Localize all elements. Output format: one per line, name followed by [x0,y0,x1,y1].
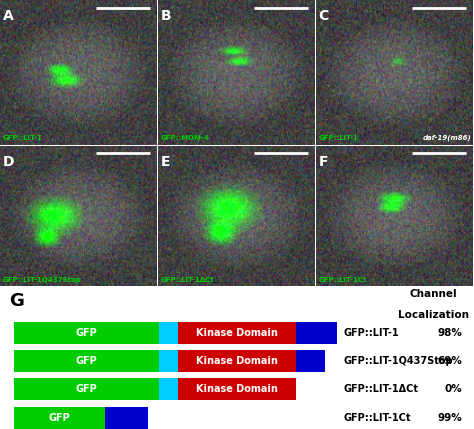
Text: Kinase Domain: Kinase Domain [196,328,278,338]
Bar [14,378,159,400]
Text: 0%: 0% [445,384,462,394]
Text: D: D [3,155,14,169]
Bar [105,407,148,429]
Text: GFP::LIT-1ΔCt: GFP::LIT-1ΔCt [344,384,419,394]
Text: daf-19(m86): daf-19(m86) [422,135,471,141]
Text: GFP: GFP [76,328,98,338]
Bar [178,378,296,400]
Text: GFP: GFP [76,356,98,366]
Bar [159,322,178,344]
Bar [14,350,159,372]
Text: GFP::LIT-1: GFP::LIT-1 [3,135,43,141]
Bar [159,378,178,400]
Bar [178,322,296,344]
Text: 99%: 99% [438,413,462,423]
Text: G: G [9,292,24,310]
Text: GFP::LIT-1Ct: GFP::LIT-1Ct [344,413,411,423]
Text: 69%: 69% [438,356,462,366]
Text: 98%: 98% [438,328,462,338]
Text: GFP::LIT-1Q437Stop: GFP::LIT-1Q437Stop [3,277,82,283]
Text: A: A [3,9,13,23]
Text: GFP::LIT-1ΔCt: GFP::LIT-1ΔCt [161,277,214,283]
Bar [296,322,337,344]
Text: F: F [319,155,328,169]
Text: GFP: GFP [76,384,98,394]
Bar [159,350,178,372]
Text: Kinase Domain: Kinase Domain [196,384,278,394]
Bar [14,407,105,429]
Text: GFP::LIT-1Ct: GFP::LIT-1Ct [319,277,367,283]
Bar [178,350,296,372]
Text: GFP::MOM-4: GFP::MOM-4 [161,135,210,141]
Text: C: C [319,9,329,23]
Text: GFP: GFP [49,413,71,423]
Bar [296,350,325,372]
Text: E: E [161,155,170,169]
Text: Kinase Domain: Kinase Domain [196,356,278,366]
Bar [14,322,159,344]
Text: Localization: Localization [398,310,469,320]
Text: GFP::LIT-1: GFP::LIT-1 [319,135,358,141]
Text: B: B [161,9,171,23]
Text: GFP::LIT-1Q437Stop: GFP::LIT-1Q437Stop [344,356,453,366]
Text: GFP::LIT-1: GFP::LIT-1 [344,328,399,338]
Text: Channel: Channel [410,289,457,299]
